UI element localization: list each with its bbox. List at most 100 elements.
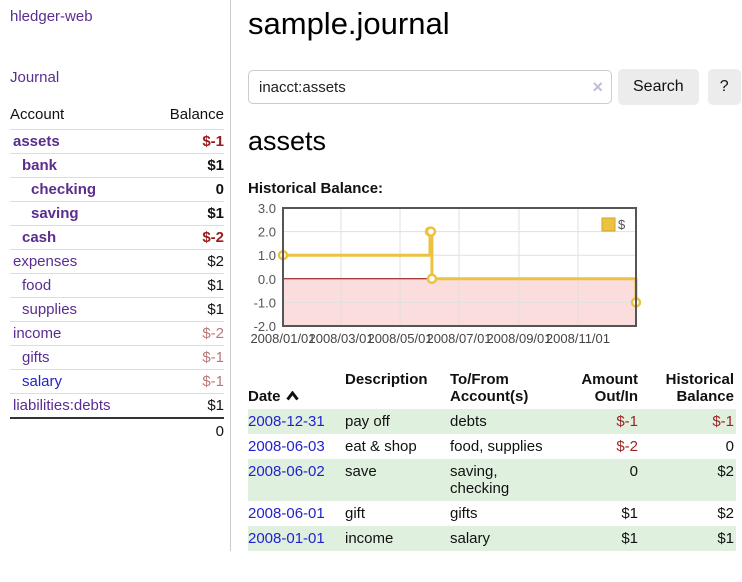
transaction-date-link[interactable]: 2008-01-01 [248, 530, 325, 547]
register-accounts-cell: food, supplies [450, 438, 543, 455]
transaction-date-link[interactable]: 2008-06-02 [248, 463, 325, 480]
register-row: 2008-12-31 pay off debts $-1 $-1 [248, 409, 736, 434]
accounts-total-value: 0 [149, 417, 224, 444]
transaction-date-link[interactable]: 2008-06-03 [248, 438, 325, 455]
account-link[interactable]: food [22, 277, 52, 294]
register-amount-cell: $-1 [616, 413, 638, 430]
search-input[interactable] [248, 70, 612, 104]
accounts-table-body: assets $-1 bank $1 checking 0 saving $1 cash $-2 e… [10, 129, 224, 418]
register-col-date-label: Date [248, 388, 281, 405]
register-description-cell: income [345, 530, 394, 547]
historical-balance-chart: 3.0 2.0 1.0 0.0 -1.0 -2.02008/01/012008/03/01… [250, 201, 642, 346]
account-name-cell: gifts [10, 345, 150, 370]
register-table-body: 2008-12-31 pay off debts $-1 $-1 2008-06-03 ea… [248, 409, 736, 551]
register-row: 2008-06-01 gift gifts $1 $2 [248, 501, 736, 526]
account-balance: $2 [149, 249, 224, 274]
search-form: × Search ? [248, 69, 741, 105]
account-name-cell: liabilities:debts [10, 393, 150, 418]
account-row: salary $-1 [10, 369, 224, 394]
svg-text:$: $ [618, 217, 626, 232]
chart-title: Historical Balance: [248, 180, 384, 197]
transaction-date-link[interactable]: 2008-12-31 [248, 413, 325, 430]
account-name-cell: expenses [10, 249, 150, 274]
account-link[interactable]: cash [22, 229, 57, 246]
account-name-cell: cash [10, 225, 150, 250]
account-balance: $-2 [149, 225, 224, 250]
svg-text:0.0: 0.0 [258, 272, 276, 287]
svg-text:2008/07/01: 2008/07/01 [426, 331, 491, 346]
account-name-cell: salary [10, 369, 150, 394]
register-accounts-cell: gifts [450, 505, 478, 522]
svg-text:2008/11/01: 2008/11/01 [546, 331, 610, 346]
register-accounts-cell: salary [450, 530, 491, 547]
account-row: assets $-1 [10, 129, 224, 154]
account-row: supplies $1 [10, 297, 224, 322]
register-row: 2008-01-01 income salary $1 $1 [248, 526, 736, 551]
account-balance: $1 [149, 273, 224, 298]
svg-text:3.0: 3.0 [258, 201, 276, 216]
page: hledger-web Journal Account Balance asse… [0, 0, 742, 551]
account-row: income $-2 [10, 321, 224, 346]
register-col-balance: Historical Balance [665, 371, 734, 405]
account-link[interactable]: assets [13, 133, 60, 150]
svg-text:2008/09/01: 2008/09/01 [486, 331, 551, 346]
account-link[interactable]: gifts [22, 349, 50, 366]
account-link[interactable]: bank [22, 157, 58, 174]
account-link[interactable]: supplies [22, 301, 78, 318]
account-name-cell: saving [10, 201, 150, 226]
account-balance: $1 [149, 153, 224, 178]
sidebar: hledger-web Journal Account Balance asse… [0, 0, 231, 551]
app-title-link[interactable]: hledger-web [10, 8, 93, 25]
account-row: checking 0 [10, 177, 224, 202]
account-link[interactable]: expenses [13, 253, 78, 270]
account-balance: $-2 [149, 321, 224, 346]
account-link[interactable]: liabilities:debts [13, 397, 111, 414]
account-name-cell: checking [10, 177, 150, 202]
account-balance: $-1 [149, 369, 224, 394]
register-amount-cell: 0 [629, 463, 638, 480]
svg-text:2.0: 2.0 [258, 225, 276, 240]
account-name-cell: assets [10, 129, 150, 154]
register-col-date-sort[interactable]: Date [248, 367, 345, 409]
spacer [10, 417, 150, 444]
register-balance-cell: $2 [717, 463, 734, 480]
register-col-description: Description [345, 371, 428, 388]
main-content: sample.journal × Search ? assets Histori… [231, 0, 742, 551]
account-row: bank $1 [10, 153, 224, 178]
account-heading: assets [248, 126, 327, 156]
register-table: Date Description To/From Account(s) Amou… [248, 367, 736, 551]
accounts-total-row: 0 [10, 417, 224, 444]
register-date-cell: 2008-06-01 [248, 501, 345, 526]
account-link[interactable]: saving [31, 205, 79, 222]
account-link[interactable]: checking [31, 181, 97, 198]
register-balance-cell: $2 [717, 505, 734, 522]
search-input-wrap: × [248, 70, 612, 104]
account-row: expenses $2 [10, 249, 224, 274]
register-amount-cell: $1 [621, 505, 638, 522]
register-amount-cell: $1 [621, 530, 638, 547]
account-name-cell: income [10, 321, 150, 346]
register-description-cell: pay off [345, 413, 390, 430]
register-accounts-cell: debts [450, 413, 487, 430]
svg-text:2008/03/01: 2008/03/01 [308, 331, 373, 346]
register-row: 2008-06-03 eat & shop food, supplies $-2 0 [248, 434, 736, 459]
page-title: sample.journal [248, 6, 450, 41]
transaction-date-link[interactable]: 2008-06-01 [248, 505, 325, 522]
svg-text:1.0: 1.0 [258, 248, 276, 263]
account-row: liabilities:debts $1 [10, 393, 224, 418]
clear-search-icon[interactable]: × [592, 77, 603, 97]
account-row: cash $-2 [10, 225, 224, 250]
sidebar-item-journal[interactable]: Journal [10, 69, 60, 86]
register-date-cell: 2008-06-03 [248, 434, 345, 459]
svg-text:2008/01/01: 2008/01/01 [250, 331, 315, 346]
search-button[interactable]: Search [618, 69, 699, 105]
account-link[interactable]: salary [22, 373, 63, 390]
account-balance: $-1 [149, 129, 224, 154]
account-name-cell: bank [10, 153, 150, 178]
account-link[interactable]: income [13, 325, 62, 342]
accounts-table-header: Account Balance [10, 102, 224, 130]
svg-text:-1.0: -1.0 [254, 295, 276, 310]
help-button[interactable]: ? [707, 69, 741, 105]
register-description-cell: gift [345, 505, 366, 522]
register-row: 2008-06-02 save saving, checking 0 $2 [248, 459, 736, 501]
